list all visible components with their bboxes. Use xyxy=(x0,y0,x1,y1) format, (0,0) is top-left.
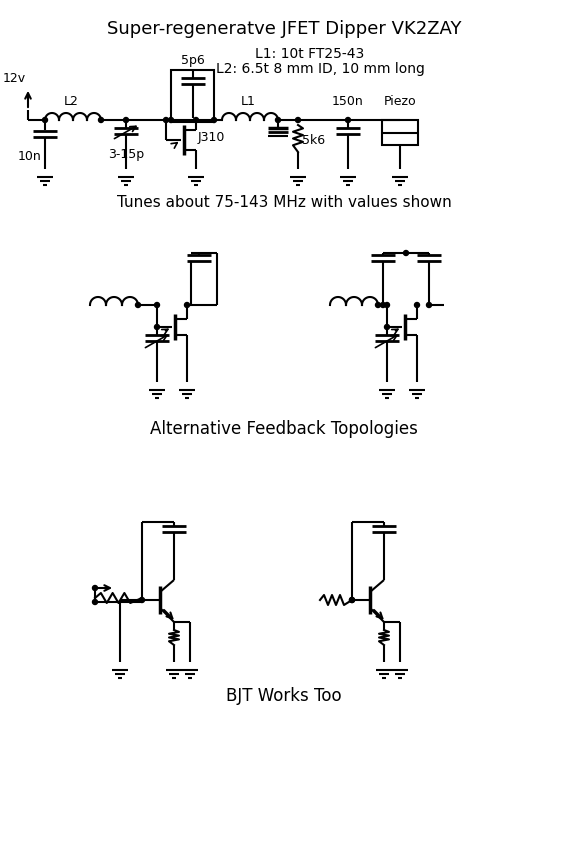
Circle shape xyxy=(211,118,216,123)
Circle shape xyxy=(93,599,98,605)
Circle shape xyxy=(349,598,354,603)
Circle shape xyxy=(154,324,160,330)
Circle shape xyxy=(415,303,420,307)
Circle shape xyxy=(93,586,98,591)
Circle shape xyxy=(194,118,198,123)
Text: 12v: 12v xyxy=(3,72,26,85)
Text: 5k6: 5k6 xyxy=(302,133,325,146)
Bar xyxy=(171,70,214,122)
Circle shape xyxy=(169,118,173,123)
Circle shape xyxy=(345,118,350,123)
Circle shape xyxy=(164,118,169,123)
Text: 150n: 150n xyxy=(332,95,364,108)
Text: Piezo: Piezo xyxy=(384,95,416,108)
Circle shape xyxy=(140,598,144,603)
Circle shape xyxy=(375,303,381,307)
Text: Alternative Feedback Topologies: Alternative Feedback Topologies xyxy=(150,420,418,438)
Text: L1: L1 xyxy=(241,95,256,108)
Circle shape xyxy=(136,303,140,307)
Circle shape xyxy=(403,251,408,255)
Text: 5p6: 5p6 xyxy=(181,54,204,67)
Circle shape xyxy=(185,303,190,307)
Bar xyxy=(382,120,418,145)
Circle shape xyxy=(385,303,390,307)
Text: BJT Works Too: BJT Works Too xyxy=(226,687,342,705)
Text: J310: J310 xyxy=(198,131,225,144)
Circle shape xyxy=(98,118,103,123)
Circle shape xyxy=(385,324,390,330)
Circle shape xyxy=(381,303,386,307)
Circle shape xyxy=(123,118,128,123)
Text: 10n: 10n xyxy=(17,150,41,163)
Text: 3-15p: 3-15p xyxy=(108,148,144,161)
Circle shape xyxy=(427,303,432,307)
Text: Super-regeneratve JFET Dipper VK2ZAY: Super-regeneratve JFET Dipper VK2ZAY xyxy=(107,20,461,38)
Circle shape xyxy=(349,598,354,603)
Text: L1: 10t FT25-43: L1: 10t FT25-43 xyxy=(256,47,365,61)
Text: Tunes about 75-143 MHz with values shown: Tunes about 75-143 MHz with values shown xyxy=(116,195,452,210)
Circle shape xyxy=(154,303,160,307)
Circle shape xyxy=(275,118,281,123)
Text: L2: 6.5t 8 mm ID, 10 mm long: L2: 6.5t 8 mm ID, 10 mm long xyxy=(216,62,424,76)
Circle shape xyxy=(295,118,300,123)
Circle shape xyxy=(43,118,48,123)
Text: L2: L2 xyxy=(64,95,78,108)
